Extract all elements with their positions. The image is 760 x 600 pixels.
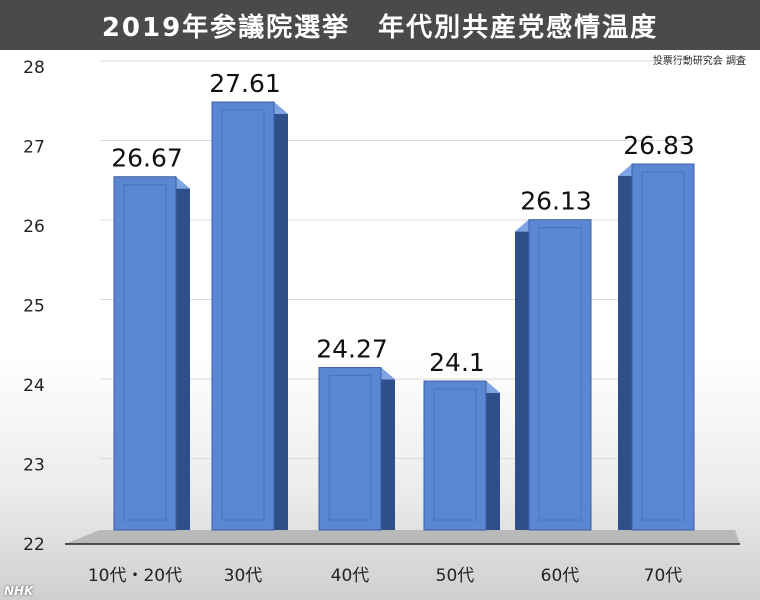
bar-inner-edge [641,171,685,521]
data-label: 24.27 [316,335,388,364]
bar [528,219,592,531]
bar [211,101,275,531]
bar-side [515,219,529,531]
x-tick-label: 70代 [644,566,683,586]
bar-inner-edge [328,375,372,521]
bar [423,380,487,531]
bar-side [176,176,190,531]
bar [631,163,695,531]
y-tick-label: 24 [23,376,45,396]
bar-side [618,164,632,530]
data-label: 26.13 [520,187,592,216]
y-tick-label: 22 [23,535,45,555]
y-tick-label: 26 [23,217,45,237]
bar-side [274,102,288,530]
chart-title: 2019年参議院選挙 年代別共産党感情温度 [101,12,659,43]
data-label: 24.1 [429,348,485,377]
bar-inner-edge [123,184,167,521]
bar [318,367,382,531]
data-label: 27.61 [209,69,281,98]
survey-credit: 投票行動研究会 調査 [652,56,746,67]
bar-side [486,381,500,530]
bar-inner-edge [221,109,265,521]
data-label: 26.83 [623,131,695,160]
bar-inner-edge [538,227,582,521]
x-tick-label: 60代 [541,566,580,586]
y-tick-label: 25 [23,297,45,317]
x-tick-label: 10代・20代 [88,566,182,586]
x-tick-label: 40代 [331,566,370,586]
title-bar: 2019年参議院選挙 年代別共産党感情温度 [0,0,760,50]
x-tick-label: 50代 [436,566,475,586]
bar [113,176,177,531]
y-tick-label: 28 [23,58,45,78]
data-label: 26.67 [111,144,183,173]
y-tick-label: 23 [23,456,45,476]
y-tick-label: 27 [23,138,45,158]
chart-floor [65,530,740,544]
nhk-logo: NHK [4,584,34,598]
bar-inner-edge [433,388,477,521]
x-tick-label: 30代 [224,566,263,586]
bar-side [381,367,395,530]
